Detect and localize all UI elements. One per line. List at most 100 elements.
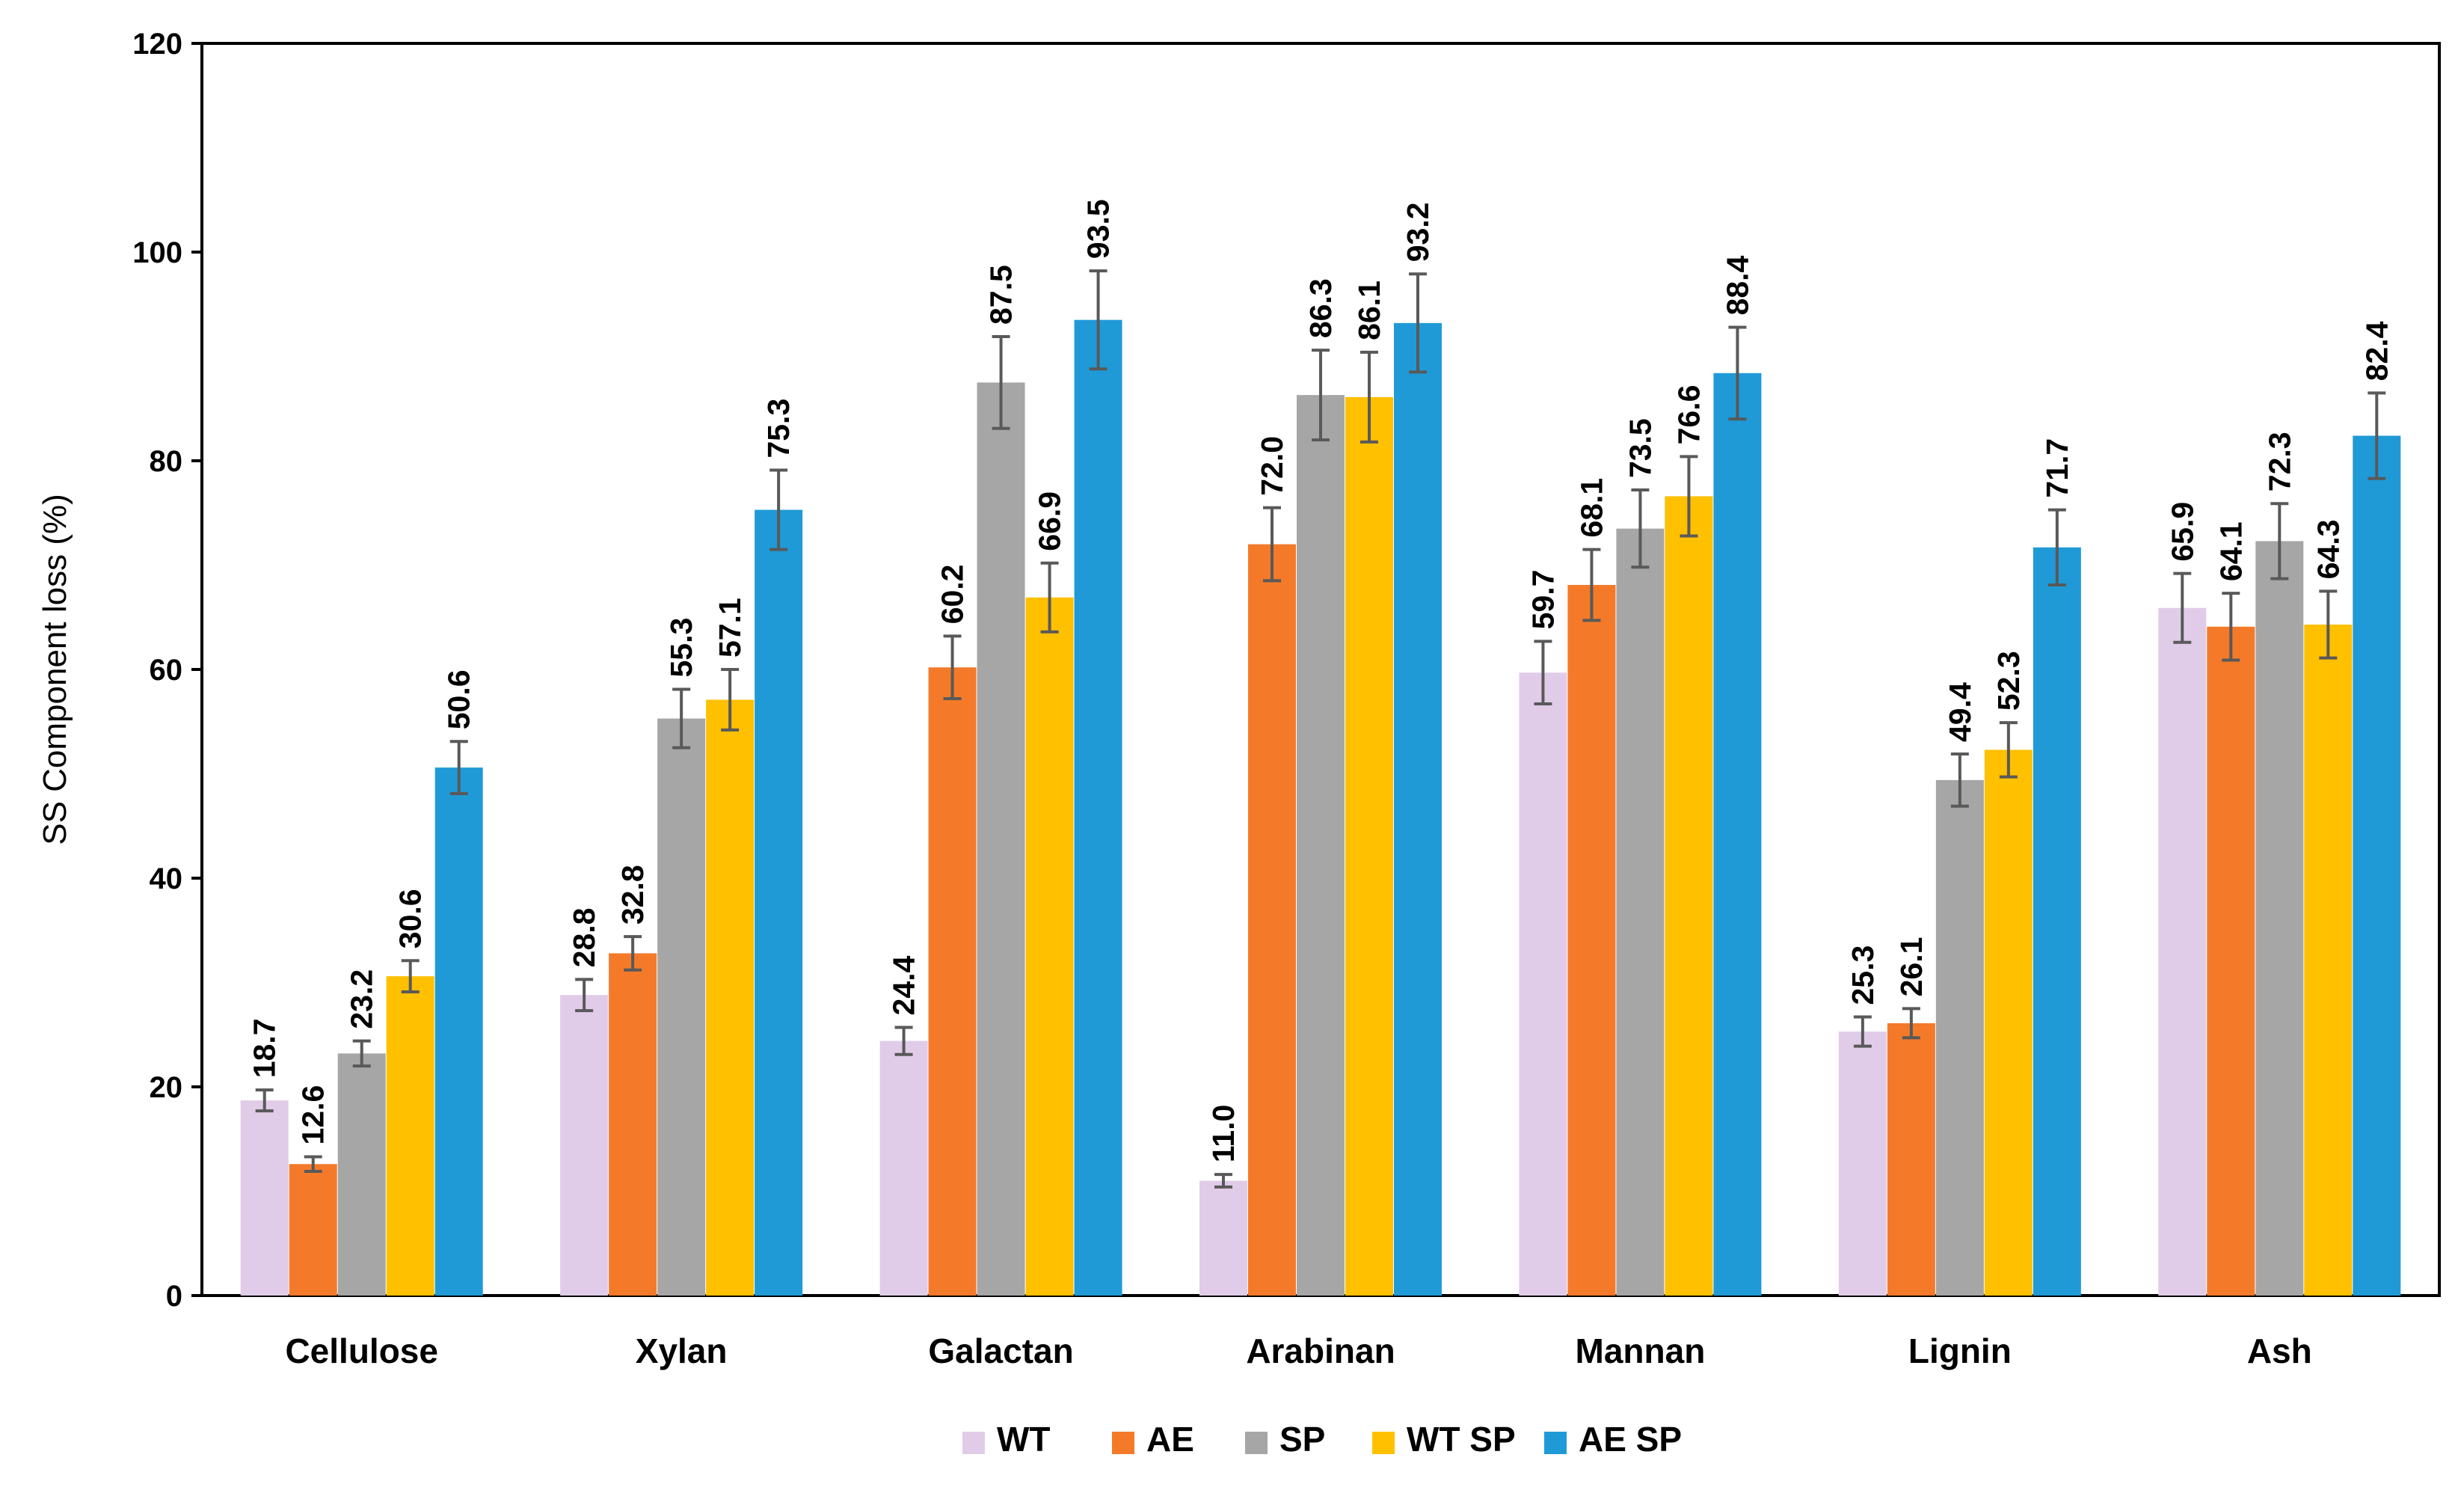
error-bar [1853, 1015, 1872, 1048]
legend-item-wt: WT [962, 1420, 1051, 1459]
legend-label: AE [1146, 1420, 1194, 1459]
data-label: 76.6 [1671, 385, 1706, 445]
error-bar [1680, 455, 1698, 538]
error-bar [943, 634, 962, 701]
bar-ae-sp-ash [2353, 435, 2401, 1296]
data-label: 18.7 [248, 1018, 282, 1078]
x-tick-label: Xylan [636, 1331, 728, 1370]
legend: WT AE SP WT SP AE SP [962, 1420, 1682, 1459]
bar-ae-sp-arabinan [1394, 322, 1442, 1296]
error-bar [352, 1039, 371, 1068]
error-bar [1902, 1007, 1920, 1040]
error-bar [1214, 1173, 1232, 1189]
bar-ae-sp-mannan [1713, 373, 1762, 1296]
data-label: 93.2 [1401, 202, 1435, 262]
bar-wt-xylan [560, 995, 609, 1296]
data-label: 65.9 [2165, 502, 2199, 562]
bar-wt-sp-xylan [706, 699, 755, 1296]
legend-swatch [1112, 1432, 1134, 1454]
bar-sp-ash [2255, 541, 2304, 1296]
legend-swatch [1245, 1432, 1268, 1454]
error-bar [992, 334, 1010, 430]
error-bar [1728, 325, 1747, 421]
bar-wt-sp-galactan [1025, 597, 1074, 1296]
error-bar [1582, 548, 1601, 622]
bar-sp-lignin [1935, 779, 1984, 1296]
error-bar [1040, 561, 1059, 634]
bar-sp-mannan [1616, 528, 1665, 1296]
bar-ae-ash [2207, 626, 2255, 1296]
data-label: 60.2 [935, 565, 970, 625]
data-label: 66.9 [1033, 491, 1067, 551]
data-label: 49.4 [1943, 682, 1977, 742]
legend-label: SP [1279, 1420, 1325, 1459]
bar-ae-lignin [1887, 1023, 1935, 1296]
error-bar [2368, 391, 2386, 480]
data-label: 72.0 [1255, 436, 1289, 496]
data-label: 88.4 [1720, 255, 1754, 315]
bar-ae-sp-galactan [1074, 319, 1122, 1296]
error-bar [2270, 502, 2289, 580]
bar-ae-arabinan [1248, 544, 1296, 1296]
data-label: 64.3 [2311, 520, 2345, 580]
error-bar [1312, 349, 1330, 442]
bar-ae-sp-xylan [755, 509, 803, 1296]
legend-label: WT [997, 1420, 1051, 1459]
data-label: 24.4 [887, 955, 921, 1015]
y-tick-label: 0 [166, 1280, 182, 1313]
bar-wt-mannan [1519, 672, 1567, 1296]
data-label: 50.6 [442, 669, 476, 729]
error-bar [1950, 752, 1969, 808]
y-tick-label: 60 [150, 654, 183, 687]
y-tick-label: 80 [150, 445, 183, 478]
legend-item-sp: SP [1245, 1420, 1325, 1459]
data-label: 86.1 [1352, 281, 1386, 340]
bar-ae-mannan [1567, 585, 1616, 1296]
legend-item-ae: AE [1112, 1420, 1194, 1459]
data-label: 26.1 [1894, 937, 1929, 997]
data-label: 68.1 [1574, 478, 1609, 538]
bar-ae-sp-lignin [2033, 547, 2081, 1296]
y-tick-label: 40 [150, 862, 183, 895]
data-label: 64.1 [2213, 521, 2248, 581]
data-label: 30.6 [393, 889, 428, 948]
data-label: 71.7 [2040, 438, 2074, 498]
y-tick-label: 100 [132, 236, 182, 269]
data-label: 32.8 [615, 865, 650, 925]
error-bar [304, 1155, 322, 1173]
y-axis-label: SS Component loss (%) [37, 494, 73, 845]
data-label: 23.2 [345, 969, 379, 1029]
error-bar [1360, 350, 1378, 444]
error-bar [1409, 272, 1427, 374]
bar-sp-galactan [977, 382, 1025, 1296]
error-bar [769, 468, 788, 551]
y-tick-label: 120 [132, 28, 182, 61]
legend-label: WT SP [1407, 1420, 1516, 1459]
data-label: 11.0 [1206, 1105, 1241, 1163]
error-bar [2319, 589, 2338, 660]
bar-sp-xylan [657, 718, 706, 1296]
bar-sp-arabinan [1297, 395, 1345, 1296]
x-tick-label: Arabinan [1246, 1331, 1395, 1370]
x-tick-label: Galactan [928, 1331, 1073, 1370]
data-label: 93.5 [1081, 199, 1116, 259]
bar-ae-xylan [609, 953, 657, 1296]
legend-item-wt-sp: WT SP [1372, 1420, 1516, 1459]
bar-wt-sp-arabinan [1345, 396, 1393, 1296]
data-label: 52.3 [1991, 651, 2026, 711]
error-bar [624, 935, 642, 972]
data-label: 25.3 [1846, 945, 1880, 1005]
error-bar [672, 687, 691, 750]
y-tick-label: 20 [150, 1071, 183, 1104]
x-axis: Cellulose Xylan Galactan Arabinan Mannan Lign… [285, 1331, 2311, 1370]
error-bar [1089, 269, 1107, 371]
bar-wt-sp-lignin [1984, 750, 2033, 1296]
error-bar [1534, 640, 1552, 706]
legend-label: AE SP [1579, 1420, 1682, 1459]
error-bar [575, 978, 594, 1013]
x-tick-label: Mannan [1576, 1331, 1706, 1370]
bar-wt-cellulose [240, 1100, 289, 1296]
legend-swatch [1372, 1432, 1395, 1454]
data-label: 59.7 [1526, 570, 1560, 630]
